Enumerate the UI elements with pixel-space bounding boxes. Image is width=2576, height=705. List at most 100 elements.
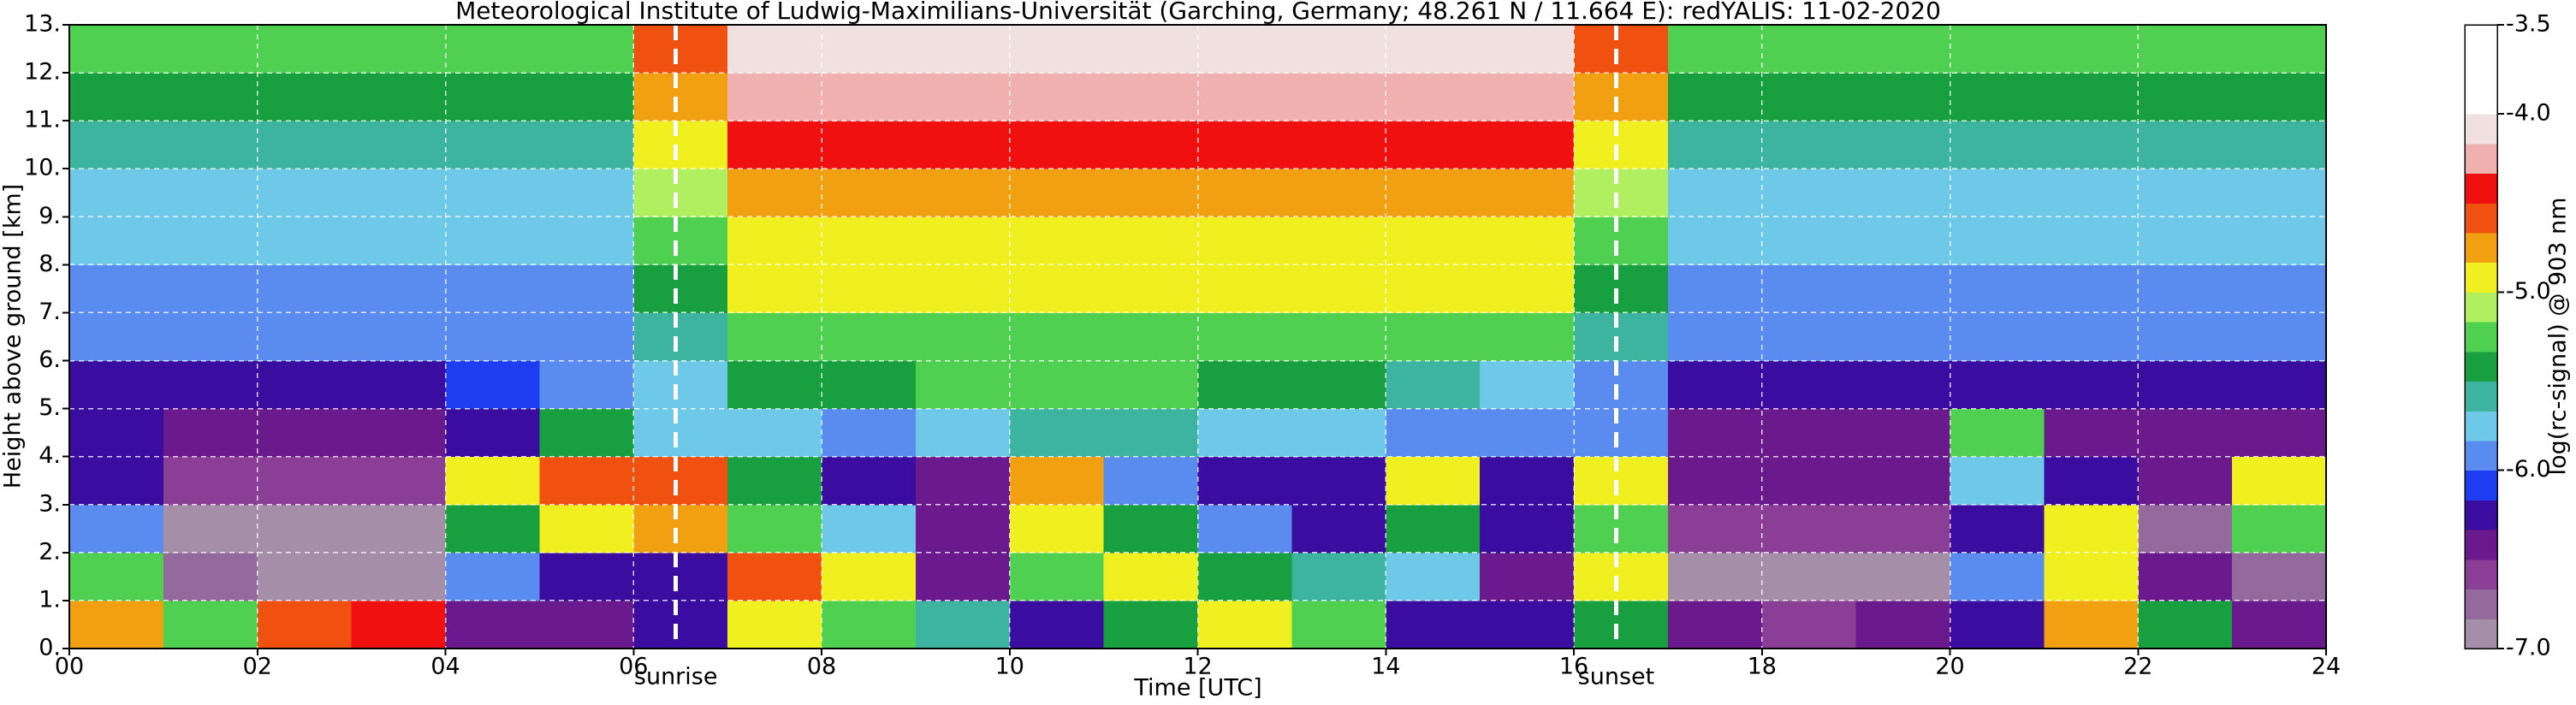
y-tick-label: 3.: [39, 490, 61, 517]
heatmap-cell: [69, 25, 164, 74]
heatmap-cell: [915, 504, 1011, 554]
heatmap-cell: [2044, 456, 2139, 506]
heatmap-cell: [727, 73, 822, 121]
heatmap-cell: [2044, 552, 2139, 601]
y-tick-label: 2.: [39, 538, 61, 565]
heatmap-cell: [257, 121, 353, 169]
heatmap-cell: [1667, 169, 1763, 217]
heatmap-cell: [1667, 456, 1763, 506]
heatmap-cell: [539, 600, 634, 649]
heatmap-cell: [1950, 25, 2045, 74]
heatmap-cell: [1480, 25, 1575, 74]
heatmap-cell: [445, 73, 540, 121]
x-tick-label: 12: [1183, 654, 1212, 680]
heatmap-cell: [1574, 552, 1669, 601]
colorbar-swatch: [2465, 411, 2497, 441]
x-tick-label: 24: [2312, 654, 2341, 680]
colorbar-tick-label: -3.5: [2506, 11, 2551, 38]
heatmap-cell: [1386, 121, 1481, 169]
heatmap-cell: [1667, 25, 1763, 74]
heatmap-cell: [1291, 264, 1386, 313]
heatmap-cell: [1103, 456, 1198, 506]
heatmap-cell: [822, 169, 917, 217]
heatmap-cell: [1574, 600, 1669, 649]
heatmap-cell: [1574, 121, 1669, 169]
colorbar-swatch: [2465, 54, 2497, 85]
heatmap-cell: [727, 169, 822, 217]
heatmap-cell: [539, 216, 634, 265]
heatmap-cell: [633, 73, 728, 121]
heatmap-cell: [822, 408, 917, 458]
heatmap-cell: [727, 25, 822, 74]
heatmap-cell: [1009, 504, 1105, 554]
heatmap-cell: [1386, 360, 1481, 410]
colorbar-swatch: [2465, 322, 2497, 352]
heatmap-cell: [445, 600, 540, 649]
heatmap-cell: [1574, 169, 1669, 217]
heatmap-cell: [633, 25, 728, 74]
heatmap-cell: [163, 552, 258, 601]
heatmap-cell: [822, 456, 917, 506]
y-tick-label: 6.: [39, 347, 61, 373]
heatmap-cell: [915, 121, 1011, 169]
heatmap-cell: [1950, 264, 2045, 313]
heatmap-cell: [1480, 600, 1575, 649]
heatmap-cell: [1667, 408, 1763, 458]
heatmap-cell: [1291, 552, 1386, 601]
heatmap-cell: [1950, 600, 2045, 649]
heatmap-cell: [1855, 312, 1950, 362]
heatmap-cell: [445, 504, 540, 554]
heatmap-cell: [69, 73, 164, 121]
heatmap-cell: [1480, 312, 1575, 362]
heatmap-cell: [163, 25, 258, 74]
x-tick-label: 02: [243, 654, 272, 680]
colorbar-tick-label: -6.0: [2506, 456, 2551, 483]
heatmap-cell: [1855, 456, 1950, 506]
x-tick-label: 20: [1935, 654, 1964, 680]
heatmap-cell: [1950, 360, 2045, 410]
heatmap-cell: [351, 216, 446, 265]
colorbar-swatch: [2465, 559, 2497, 590]
heatmap-cell: [1103, 169, 1198, 217]
heatmap-cell: [1761, 25, 1857, 74]
heatmap-cell: [539, 552, 634, 601]
heatmap-cell: [351, 504, 446, 554]
heatmap-cell: [2138, 264, 2233, 313]
heatmap-cell: [1197, 216, 1292, 265]
heatmap-cell: [1761, 408, 1857, 458]
heatmap-cell: [163, 73, 258, 121]
heatmap-cell: [1574, 360, 1669, 410]
heatmap-cell: [1386, 264, 1481, 313]
heatmap-cell: [2138, 73, 2233, 121]
heatmap-cell: [1761, 360, 1857, 410]
x-tick-label: 00: [55, 654, 84, 680]
x-axis-label: Time [UTC]: [1133, 675, 1261, 702]
heatmap-cell: [69, 456, 164, 506]
heatmap-cell: [539, 169, 634, 217]
heatmap-cell: [2232, 169, 2327, 217]
heatmap-cell: [2138, 456, 2233, 506]
colorbar-swatch: [2465, 500, 2497, 530]
heatmap-cell: [727, 456, 822, 506]
heatmap-cell: [633, 504, 728, 554]
heatmap-cell: [1950, 552, 2045, 601]
x-tick-label: 16: [1559, 654, 1588, 680]
x-tick-label: 18: [1748, 654, 1777, 680]
heatmap-cell: [163, 600, 258, 649]
heatmap-cell: [2232, 552, 2327, 601]
heatmap-cell: [1291, 121, 1386, 169]
heatmap-cell: [163, 360, 258, 410]
heatmap-cell: [1386, 73, 1481, 121]
x-tick-label: 04: [430, 654, 460, 680]
heatmap-cell: [2044, 600, 2139, 649]
colorbar-swatch: [2465, 589, 2497, 619]
heatmap-cell: [1009, 552, 1105, 601]
heatmap-cell: [915, 169, 1011, 217]
heatmap-cell: [1480, 408, 1575, 458]
heatmap-cell: [822, 312, 917, 362]
heatmap-cell: [1480, 169, 1575, 217]
heatmap-cell: [539, 264, 634, 313]
colorbar-swatch: [2465, 233, 2497, 264]
heatmap-cell: [163, 169, 258, 217]
